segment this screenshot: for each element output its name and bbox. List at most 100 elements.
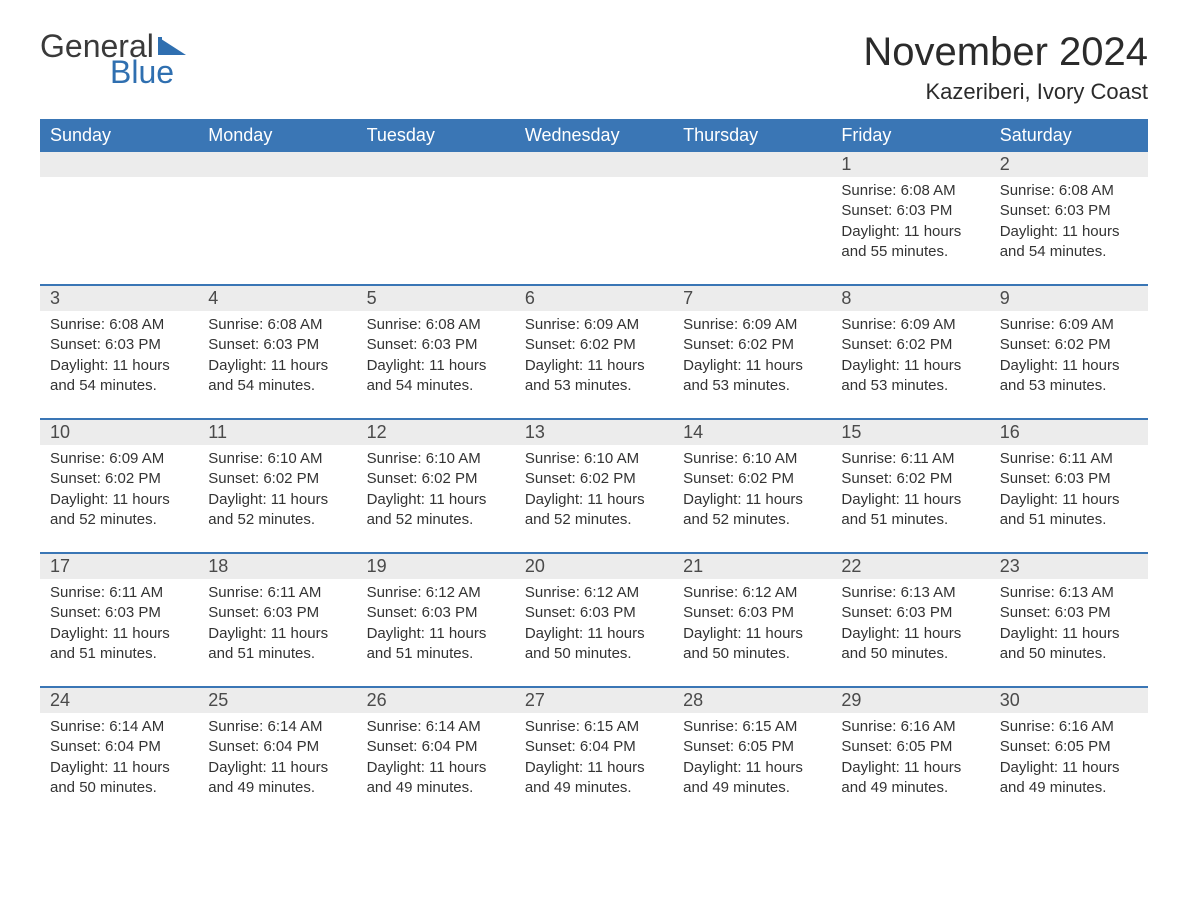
day-number: 13: [515, 420, 673, 445]
day-number: [357, 152, 515, 177]
day-info: Sunrise: 6:08 AMSunset: 6:03 PMDaylight:…: [208, 315, 346, 396]
day-number: 9: [990, 286, 1148, 311]
day-info: Sunrise: 6:13 AMSunset: 6:03 PMDaylight:…: [1000, 583, 1138, 664]
day-cell: 26Sunrise: 6:14 AMSunset: 6:04 PMDayligh…: [357, 688, 515, 806]
day-cell: 28Sunrise: 6:15 AMSunset: 6:05 PMDayligh…: [673, 688, 831, 806]
sunset-line: Sunset: 6:03 PM: [50, 335, 188, 355]
sunrise-line: Sunrise: 6:10 AM: [367, 449, 505, 469]
day-number: 14: [673, 420, 831, 445]
day-info: Sunrise: 6:09 AMSunset: 6:02 PMDaylight:…: [525, 315, 663, 396]
day-number: 6: [515, 286, 673, 311]
day-info: Sunrise: 6:10 AMSunset: 6:02 PMDaylight:…: [525, 449, 663, 530]
weekday-header-row: SundayMondayTuesdayWednesdayThursdayFrid…: [40, 119, 1148, 152]
daylight-line: Daylight: 11 hours and 50 minutes.: [1000, 624, 1138, 665]
daylight-line: Daylight: 11 hours and 50 minutes.: [841, 624, 979, 665]
sunrise-line: Sunrise: 6:11 AM: [841, 449, 979, 469]
week-row: 1 Sunrise: 6:08 AMSunset: 6:03 PMDaylight…: [40, 152, 1148, 270]
day-cell: 21Sunrise: 6:12 AMSunset: 6:03 PMDayligh…: [673, 554, 831, 672]
day-number: 19: [357, 554, 515, 579]
day-number: 30: [990, 688, 1148, 713]
day-number: 7: [673, 286, 831, 311]
day-cell: 17Sunrise: 6:11 AMSunset: 6:03 PMDayligh…: [40, 554, 198, 672]
day-info: Sunrise: 6:09 AMSunset: 6:02 PMDaylight:…: [50, 449, 188, 530]
weekday-header: Saturday: [990, 119, 1148, 152]
week-row: 3Sunrise: 6:08 AMSunset: 6:03 PMDaylight…: [40, 284, 1148, 404]
day-cell: 7Sunrise: 6:09 AMSunset: 6:02 PMDaylight…: [673, 286, 831, 404]
sunset-line: Sunset: 6:03 PM: [367, 603, 505, 623]
sunset-line: Sunset: 6:04 PM: [367, 737, 505, 757]
day-number: 20: [515, 554, 673, 579]
daylight-line: Daylight: 11 hours and 54 minutes.: [367, 356, 505, 397]
sunset-line: Sunset: 6:02 PM: [50, 469, 188, 489]
day-cell: 18Sunrise: 6:11 AMSunset: 6:03 PMDayligh…: [198, 554, 356, 672]
sunset-line: Sunset: 6:04 PM: [50, 737, 188, 757]
day-info: Sunrise: 6:12 AMSunset: 6:03 PMDaylight:…: [525, 583, 663, 664]
weekday-header: Sunday: [40, 119, 198, 152]
day-cell: 3Sunrise: 6:08 AMSunset: 6:03 PMDaylight…: [40, 286, 198, 404]
weekday-header: Monday: [198, 119, 356, 152]
daylight-line: Daylight: 11 hours and 49 minutes.: [683, 758, 821, 799]
sunset-line: Sunset: 6:04 PM: [525, 737, 663, 757]
empty-cell: [357, 152, 515, 270]
day-info: Sunrise: 6:08 AMSunset: 6:03 PMDaylight:…: [50, 315, 188, 396]
day-info: Sunrise: 6:14 AMSunset: 6:04 PMDaylight:…: [50, 717, 188, 798]
daylight-line: Daylight: 11 hours and 51 minutes.: [841, 490, 979, 531]
day-cell: 16Sunrise: 6:11 AMSunset: 6:03 PMDayligh…: [990, 420, 1148, 538]
day-number: 2: [990, 152, 1148, 177]
sunset-line: Sunset: 6:02 PM: [683, 469, 821, 489]
empty-cell: [40, 152, 198, 270]
sunset-line: Sunset: 6:03 PM: [1000, 603, 1138, 623]
day-number: 15: [831, 420, 989, 445]
day-number: 10: [40, 420, 198, 445]
day-info: Sunrise: 6:10 AMSunset: 6:02 PMDaylight:…: [683, 449, 821, 530]
day-info: Sunrise: 6:08 AMSunset: 6:03 PMDaylight:…: [841, 181, 979, 262]
empty-cell: [515, 152, 673, 270]
calendar: SundayMondayTuesdayWednesdayThursdayFrid…: [40, 119, 1148, 806]
day-info: Sunrise: 6:09 AMSunset: 6:02 PMDaylight:…: [841, 315, 979, 396]
sunrise-line: Sunrise: 6:10 AM: [683, 449, 821, 469]
sunrise-line: Sunrise: 6:09 AM: [1000, 315, 1138, 335]
logo: General Blue: [40, 30, 188, 88]
empty-cell: [198, 152, 356, 270]
day-info: Sunrise: 6:16 AMSunset: 6:05 PMDaylight:…: [1000, 717, 1138, 798]
weekday-header: Wednesday: [515, 119, 673, 152]
empty-cell: [673, 152, 831, 270]
daylight-line: Daylight: 11 hours and 50 minutes.: [525, 624, 663, 665]
day-cell: 25Sunrise: 6:14 AMSunset: 6:04 PMDayligh…: [198, 688, 356, 806]
day-info: Sunrise: 6:15 AMSunset: 6:04 PMDaylight:…: [525, 717, 663, 798]
day-info: Sunrise: 6:14 AMSunset: 6:04 PMDaylight:…: [208, 717, 346, 798]
sunset-line: Sunset: 6:05 PM: [841, 737, 979, 757]
daylight-line: Daylight: 11 hours and 52 minutes.: [50, 490, 188, 531]
day-number: 1: [831, 152, 989, 177]
sunset-line: Sunset: 6:03 PM: [683, 603, 821, 623]
sunrise-line: Sunrise: 6:16 AM: [841, 717, 979, 737]
sunrise-line: Sunrise: 6:11 AM: [50, 583, 188, 603]
day-number: 22: [831, 554, 989, 579]
daylight-line: Daylight: 11 hours and 51 minutes.: [50, 624, 188, 665]
sunset-line: Sunset: 6:05 PM: [1000, 737, 1138, 757]
weekday-header: Thursday: [673, 119, 831, 152]
day-number: 23: [990, 554, 1148, 579]
sunset-line: Sunset: 6:02 PM: [525, 335, 663, 355]
day-cell: 22Sunrise: 6:13 AMSunset: 6:03 PMDayligh…: [831, 554, 989, 672]
daylight-line: Daylight: 11 hours and 49 minutes.: [1000, 758, 1138, 799]
sunrise-line: Sunrise: 6:10 AM: [525, 449, 663, 469]
sunset-line: Sunset: 6:03 PM: [208, 335, 346, 355]
sunrise-line: Sunrise: 6:08 AM: [1000, 181, 1138, 201]
weekday-header: Tuesday: [357, 119, 515, 152]
sunset-line: Sunset: 6:03 PM: [525, 603, 663, 623]
day-cell: 30 Sunrise: 6:16 AMSunset: 6:05 PMDayligh…: [990, 688, 1148, 806]
weeks-container: 1Sunrise: 6:08 AMSunset: 6:03 PMDaylight…: [40, 152, 1148, 806]
sunrise-line: Sunrise: 6:08 AM: [208, 315, 346, 335]
day-cell: 23 Sunrise: 6:13 AMSunset: 6:03 PMDayligh…: [990, 554, 1148, 672]
sunrise-line: Sunrise: 6:15 AM: [525, 717, 663, 737]
sunrise-line: Sunrise: 6:13 AM: [1000, 583, 1138, 603]
sunrise-line: Sunrise: 6:09 AM: [525, 315, 663, 335]
daylight-line: Daylight: 11 hours and 49 minutes.: [525, 758, 663, 799]
sunset-line: Sunset: 6:03 PM: [208, 603, 346, 623]
sunrise-line: Sunrise: 6:14 AM: [208, 717, 346, 737]
day-cell: 8Sunrise: 6:09 AMSunset: 6:02 PMDaylight…: [831, 286, 989, 404]
day-cell: 27Sunrise: 6:15 AMSunset: 6:04 PMDayligh…: [515, 688, 673, 806]
day-number: 24: [40, 688, 198, 713]
day-info: Sunrise: 6:10 AMSunset: 6:02 PMDaylight:…: [208, 449, 346, 530]
